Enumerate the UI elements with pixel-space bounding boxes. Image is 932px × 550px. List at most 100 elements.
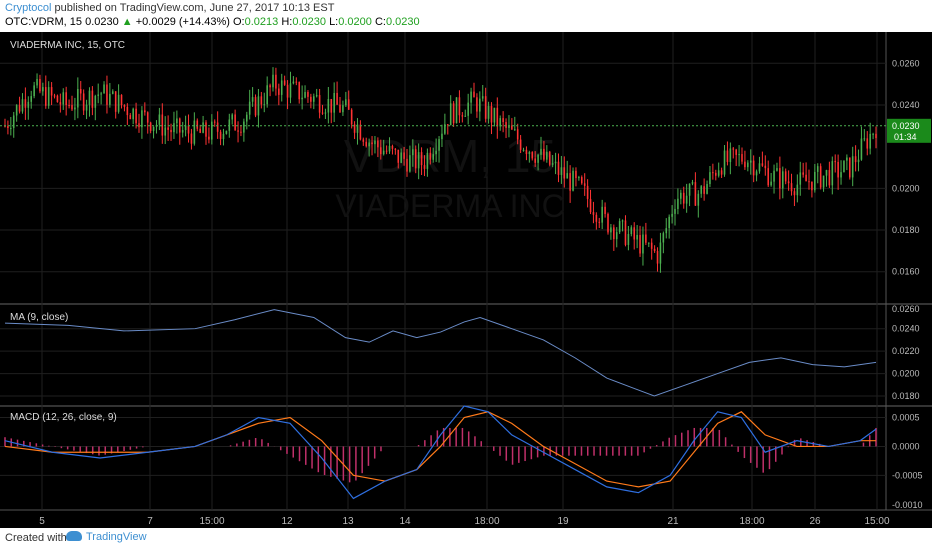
candle-body	[371, 142, 373, 145]
open-label: O:	[233, 16, 245, 28]
candle-body	[327, 98, 330, 113]
candle-body	[630, 227, 633, 235]
candle-body	[132, 108, 134, 120]
candle-body	[828, 170, 831, 186]
candle-body	[170, 129, 172, 133]
publish-header: Cryptocol published on TradingView.com, …	[0, 0, 932, 32]
candle-body	[592, 212, 595, 215]
author-link[interactable]: Cryptocol	[5, 2, 52, 14]
price-change: +0.0029 (+14.43%)	[135, 16, 230, 28]
candle-body	[481, 96, 484, 99]
candle-body	[589, 198, 592, 213]
candle-body	[190, 133, 193, 144]
candle-body	[598, 221, 601, 223]
candle-body	[653, 248, 656, 251]
candle-body	[805, 174, 807, 182]
symbol-label: OTC:VDRM, 15	[5, 16, 83, 28]
candle-body	[645, 234, 647, 243]
candle-body	[333, 92, 335, 113]
candle-body	[537, 154, 539, 163]
candle-body	[636, 234, 638, 240]
last-price-text: 0.0230	[892, 121, 920, 131]
candle-body	[193, 120, 196, 144]
ohlc-line: OTC:VDRM, 15 0.0230 ▲ +0.0029 (+14.43%) …	[5, 16, 420, 28]
candle-body	[318, 95, 321, 113]
tradingview-logo[interactable]: TradingView	[66, 531, 147, 543]
candle-body	[671, 213, 673, 217]
candle-body	[732, 148, 735, 150]
candle-body	[714, 172, 717, 176]
candle-body	[420, 152, 423, 166]
candle-body	[764, 165, 767, 169]
candle-body	[758, 163, 761, 172]
candle-body	[819, 166, 822, 188]
x-tick-label: 7	[147, 516, 153, 527]
candle-body	[347, 99, 350, 110]
candle-body	[59, 102, 62, 105]
candle-body	[522, 149, 525, 151]
candle-body	[42, 87, 44, 92]
candle-body	[289, 83, 292, 98]
candle-body	[441, 133, 443, 140]
candle-body	[365, 141, 368, 147]
candle-body	[487, 106, 490, 119]
candle-body	[345, 99, 347, 106]
candle-body	[851, 156, 854, 178]
ma-tick-label: 0.0200	[892, 369, 920, 379]
candle-body	[292, 81, 295, 84]
candle-body	[120, 94, 123, 105]
candle-body	[65, 92, 67, 105]
candle-body	[144, 110, 146, 113]
candle-body	[409, 155, 411, 172]
candle-body	[248, 101, 251, 115]
candle-body	[56, 95, 59, 103]
candle-body	[21, 99, 24, 112]
price-pane-title: VIADERMA INC, 15, OTC	[10, 40, 125, 51]
candle-body	[659, 242, 662, 264]
candle-body	[339, 104, 341, 113]
candle-body	[799, 172, 802, 185]
candle-body	[551, 163, 554, 165]
candle-body	[563, 167, 566, 179]
candle-body	[47, 87, 50, 106]
candle-body	[103, 84, 105, 94]
candle-body	[7, 126, 9, 129]
candle-body	[872, 133, 874, 135]
candle-body	[595, 214, 598, 222]
candle-body	[557, 161, 560, 175]
candle-body	[761, 163, 764, 166]
macd-line	[4, 405, 877, 500]
candle-body	[240, 131, 242, 133]
brand-text: TradingView	[86, 531, 147, 543]
candle-body	[703, 186, 705, 194]
chart-svg[interactable]: VDRM, 15 VIADERMA INC 5 7 15:00 12 13 14 18:00…	[0, 32, 932, 528]
x-tick-label: 26	[809, 516, 821, 527]
ma-pane-title: MA (9, close)	[10, 312, 68, 323]
candle-body	[196, 120, 199, 129]
candle-body	[793, 191, 796, 196]
x-tick-label: 15:00	[199, 516, 224, 527]
macd-tick-label: 0.0005	[892, 413, 920, 423]
candle-body	[18, 105, 21, 112]
candle-body	[647, 242, 650, 244]
chart-area[interactable]: VDRM, 15 VIADERMA INC 5 7 15:00 12 13 14 18:00…	[0, 32, 932, 528]
candle-body	[429, 152, 432, 160]
candle-body	[685, 195, 688, 204]
candle-body	[272, 74, 274, 88]
candle-body	[310, 96, 312, 102]
candle-body	[15, 105, 18, 116]
candle-body	[709, 172, 711, 185]
candle-body	[114, 91, 117, 112]
candle-body	[342, 105, 344, 113]
candle-body	[36, 78, 38, 86]
watermark-name: VIADERMA INC	[335, 188, 564, 224]
candle-body	[85, 104, 88, 111]
candle-body	[729, 148, 732, 162]
candle-body	[566, 173, 569, 179]
candle-body	[219, 131, 222, 140]
candle-body	[266, 85, 268, 105]
candle-body	[499, 118, 502, 127]
candle-body	[141, 110, 143, 128]
candle-body	[286, 84, 289, 98]
candle-body	[816, 166, 819, 172]
